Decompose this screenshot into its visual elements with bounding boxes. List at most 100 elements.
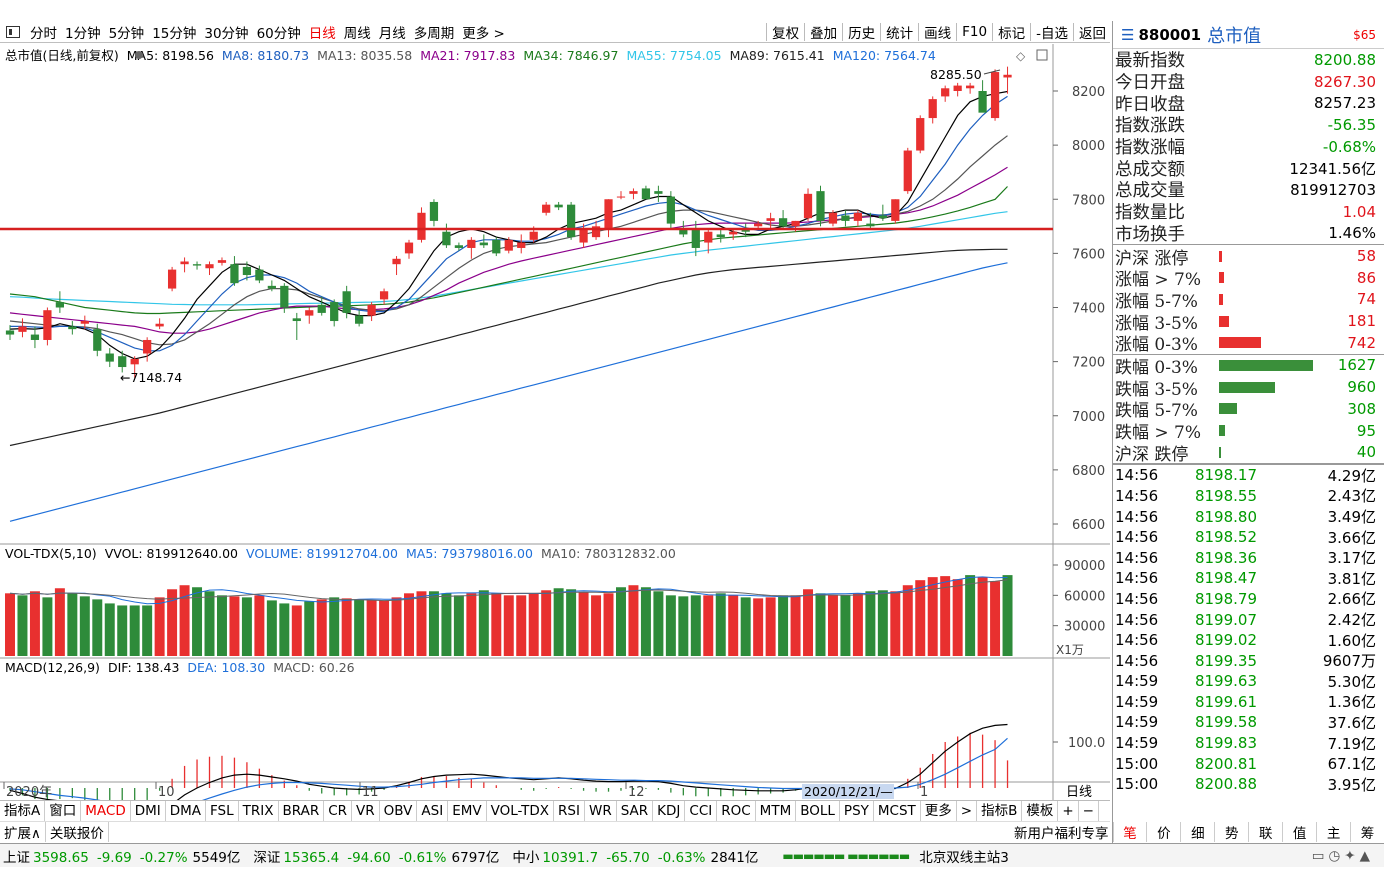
market-sz[interactable]: 深证 15365.4 -94.60 -0.61% 6797亿	[253, 846, 499, 866]
candle[interactable]	[891, 199, 900, 221]
panel-tab[interactable]: 笔	[1112, 821, 1147, 842]
menu-icon[interactable]	[6, 25, 20, 38]
indicator-tab[interactable]: >	[957, 800, 978, 822]
market-sh[interactable]: 上证 3598.65 -9.69 -0.27% 5549亿	[3, 846, 240, 866]
candle[interactable]	[529, 231, 538, 240]
candle[interactable]	[517, 242, 526, 248]
candle[interactable]	[629, 191, 638, 194]
extension-tab[interactable]: 扩展∧	[0, 822, 46, 842]
tool-button[interactable]: 标记	[998, 26, 1026, 42]
candle[interactable]	[192, 264, 202, 266]
candle[interactable]	[80, 321, 89, 324]
candle[interactable]	[143, 339, 152, 354]
panel-tab[interactable]: 细	[1180, 821, 1214, 842]
indicator-tab[interactable]: VR	[352, 800, 380, 822]
indicator-tab[interactable]: CCI	[685, 800, 718, 822]
promo-link[interactable]: 新用户福利专享	[1014, 825, 1109, 842]
candle[interactable]	[1003, 74, 1012, 78]
candle[interactable]	[978, 91, 987, 113]
panel-tab[interactable]: 价	[1146, 821, 1180, 842]
candle[interactable]	[966, 85, 975, 89]
candle[interactable]	[180, 261, 189, 265]
indicator-tab[interactable]: FSL	[206, 800, 239, 822]
candle[interactable]	[379, 291, 389, 300]
candle[interactable]	[93, 329, 102, 351]
distribution-row[interactable]: 沪深 涨停 58	[1113, 245, 1384, 269]
candle[interactable]	[30, 334, 40, 340]
period-tab[interactable]: 30分钟	[204, 25, 249, 42]
period-tab[interactable]: 周线	[343, 25, 371, 42]
candle[interactable]	[330, 302, 339, 322]
period-tab[interactable]: 60分钟	[256, 25, 301, 42]
candle[interactable]	[791, 220, 800, 227]
candle[interactable]	[68, 326, 77, 330]
indicator-tab[interactable]: RSI	[554, 800, 585, 822]
candle[interactable]	[467, 239, 476, 248]
candle[interactable]	[679, 229, 688, 235]
candle[interactable]	[355, 315, 364, 324]
distribution-row[interactable]: 跌幅 5-7% 308	[1113, 398, 1384, 422]
candle[interactable]	[242, 266, 252, 276]
candle[interactable]	[841, 215, 850, 221]
candle[interactable]	[492, 239, 501, 254]
indicator-tab[interactable]: CR	[324, 800, 353, 822]
candle[interactable]	[105, 353, 114, 362]
candle[interactable]	[367, 304, 376, 316]
candle[interactable]	[205, 264, 214, 269]
candle[interactable]	[5, 330, 15, 335]
panel-tab[interactable]: 联	[1248, 821, 1282, 842]
period-tab[interactable]: 分时	[30, 25, 57, 42]
panel-tab[interactable]: 主	[1316, 821, 1350, 842]
candle[interactable]	[654, 191, 663, 194]
period-tab[interactable]: 月线	[378, 25, 406, 42]
period-tab[interactable]: 多周期	[413, 25, 455, 42]
indicator-tab[interactable]: PSY	[840, 800, 874, 822]
tool-button[interactable]: 复权	[772, 26, 800, 42]
tool-button[interactable]: -自选	[1036, 26, 1068, 42]
candle[interactable]	[853, 212, 863, 221]
distribution-row[interactable]: 涨幅 3-5% 181	[1113, 310, 1384, 334]
server-name[interactable]: 北京双线主站3	[919, 849, 1009, 866]
settings-icon[interactable]: ✦	[1344, 847, 1360, 864]
candle[interactable]	[230, 264, 239, 284]
period-tab[interactable]: 5分钟	[108, 25, 145, 42]
index-tag[interactable]: $65	[1353, 27, 1376, 42]
indicator-tab[interactable]: SAR	[617, 800, 654, 822]
window-icon[interactable]: ▭	[1311, 847, 1329, 864]
distribution-row[interactable]: 涨幅 > 7% 86	[1113, 267, 1384, 291]
indicator-tab[interactable]: 更多	[921, 800, 957, 822]
indicator-tab[interactable]: MACD	[81, 800, 131, 822]
candle[interactable]	[392, 258, 401, 265]
indicator-tab[interactable]: BOLL	[796, 800, 840, 822]
market-zx[interactable]: 中小 10391.7 -65.70 -0.63% 2841亿	[512, 846, 758, 866]
indicator-tab[interactable]: −	[1079, 800, 1099, 822]
candle[interactable]	[878, 215, 887, 219]
indicator-tab[interactable]: 窗口	[45, 800, 82, 822]
window-icon[interactable]	[1036, 49, 1048, 61]
candle[interactable]	[828, 212, 838, 224]
period-tab[interactable]: 1分钟	[65, 25, 101, 42]
indicator-tab[interactable]: DMI	[131, 800, 166, 822]
candle[interactable]	[217, 260, 227, 263]
candle[interactable]	[267, 285, 276, 289]
candle[interactable]	[729, 231, 738, 235]
period-tab[interactable]: 15分钟	[152, 25, 197, 42]
candle[interactable]	[766, 218, 775, 221]
indicator-tab[interactable]: DMA	[166, 800, 207, 822]
indicator-tab[interactable]: TRIX	[239, 800, 279, 822]
candle[interactable]	[305, 310, 314, 316]
dropdown-icon[interactable]	[135, 51, 143, 59]
tool-button[interactable]: 画线	[924, 26, 952, 42]
candle[interactable]	[55, 302, 64, 308]
candle[interactable]	[691, 229, 700, 248]
distribution-row[interactable]: 沪深 跌停 40	[1113, 441, 1384, 465]
candle[interactable]	[928, 99, 937, 119]
candle[interactable]	[255, 269, 264, 281]
indicator-tab[interactable]: 模板	[1022, 800, 1059, 822]
indicator-tab[interactable]: ROC	[717, 800, 756, 822]
candle[interactable]	[616, 196, 626, 198]
tool-button[interactable]: F10	[962, 24, 988, 40]
panel-tab[interactable]: 势	[1214, 821, 1248, 842]
candle[interactable]	[479, 242, 488, 246]
candle[interactable]	[591, 226, 601, 238]
